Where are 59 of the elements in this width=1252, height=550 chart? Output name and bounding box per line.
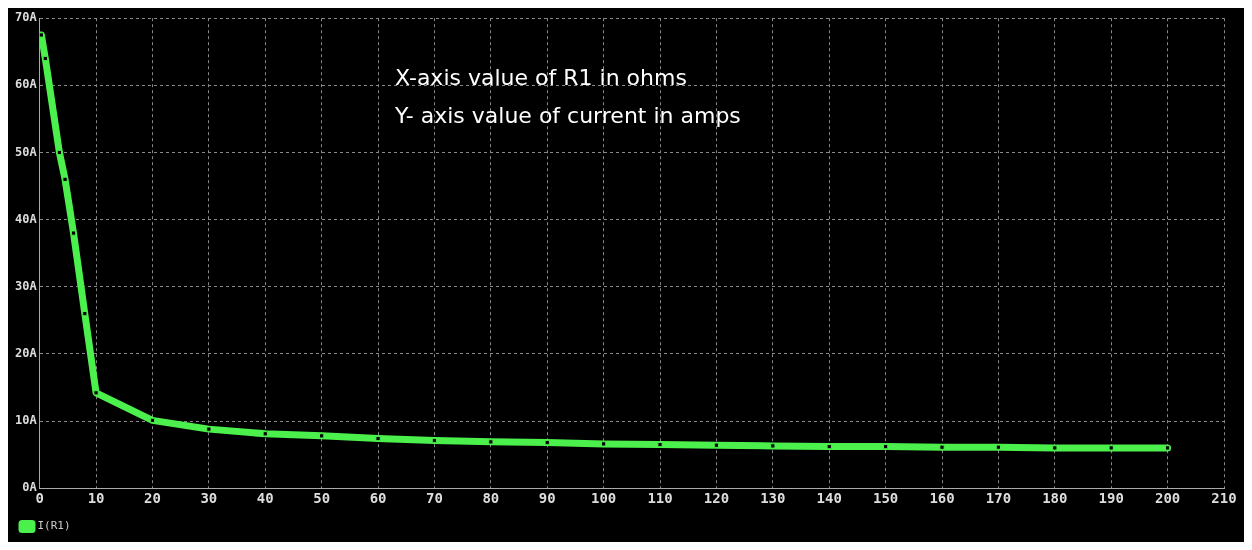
x-tick-label: 80	[482, 490, 500, 507]
x-tick-label: 120	[703, 490, 730, 507]
point	[319, 433, 325, 439]
x-tick-label: 160	[929, 490, 955, 507]
point	[713, 442, 720, 448]
x-tick-label: 90	[538, 490, 556, 507]
point	[206, 426, 212, 432]
x-tick-label: 190	[1098, 490, 1124, 507]
point	[56, 149, 63, 156]
point	[149, 417, 156, 424]
point	[262, 431, 268, 437]
annotation: X-axis value of R1 in ohms	[394, 64, 687, 90]
x-tick-label: 130	[760, 490, 786, 507]
x-tick-label: 170	[985, 490, 1012, 507]
x-tick-label: 30	[200, 490, 218, 507]
point	[770, 443, 776, 449]
point	[431, 437, 438, 444]
point	[93, 390, 99, 396]
point	[62, 176, 68, 182]
point	[883, 443, 889, 450]
point	[826, 443, 832, 450]
point	[488, 439, 494, 445]
y-tick-label: 20A	[14, 346, 38, 361]
x-tick-label: 20	[144, 490, 161, 507]
y-tick-label: 70A	[14, 10, 38, 25]
point	[82, 311, 88, 317]
point	[1164, 445, 1171, 451]
point	[995, 444, 1002, 450]
x-tick-label: 10	[87, 490, 105, 507]
point	[375, 435, 381, 442]
x-tick-label: 50	[313, 490, 331, 507]
x-tick-label: 210	[1211, 490, 1237, 507]
point	[544, 439, 550, 446]
point	[1052, 445, 1058, 451]
point	[39, 32, 44, 38]
x-tick-label: 200	[1154, 490, 1181, 507]
point	[601, 441, 607, 447]
annotation: Y- axis value of current in amps	[393, 102, 741, 128]
point	[70, 230, 77, 236]
x-tick-label: 140	[816, 490, 842, 507]
x-tick-label: 100	[590, 490, 617, 507]
point	[657, 441, 663, 448]
y-tick-label: 30A	[14, 278, 38, 293]
x-tick-label: 110	[647, 490, 673, 507]
y-tick-label: 0A	[22, 480, 38, 495]
x-tick-label: 60	[369, 490, 387, 507]
y-tick-label: 10A	[14, 413, 38, 428]
legend-label: I(R1)	[37, 519, 71, 533]
point	[939, 444, 945, 450]
y-tick-label: 50A	[14, 144, 38, 159]
y-tick-label: 40A	[14, 211, 38, 226]
x-tick-label: 150	[872, 490, 899, 507]
x-tick-label: 70	[426, 490, 443, 507]
point	[1108, 445, 1114, 451]
point	[42, 55, 48, 62]
x-tick-label: 0	[35, 490, 44, 507]
y-tick-label: 60A	[14, 77, 38, 92]
x-tick-label: 180	[1042, 490, 1068, 507]
x-tick-label: 40	[256, 490, 274, 507]
